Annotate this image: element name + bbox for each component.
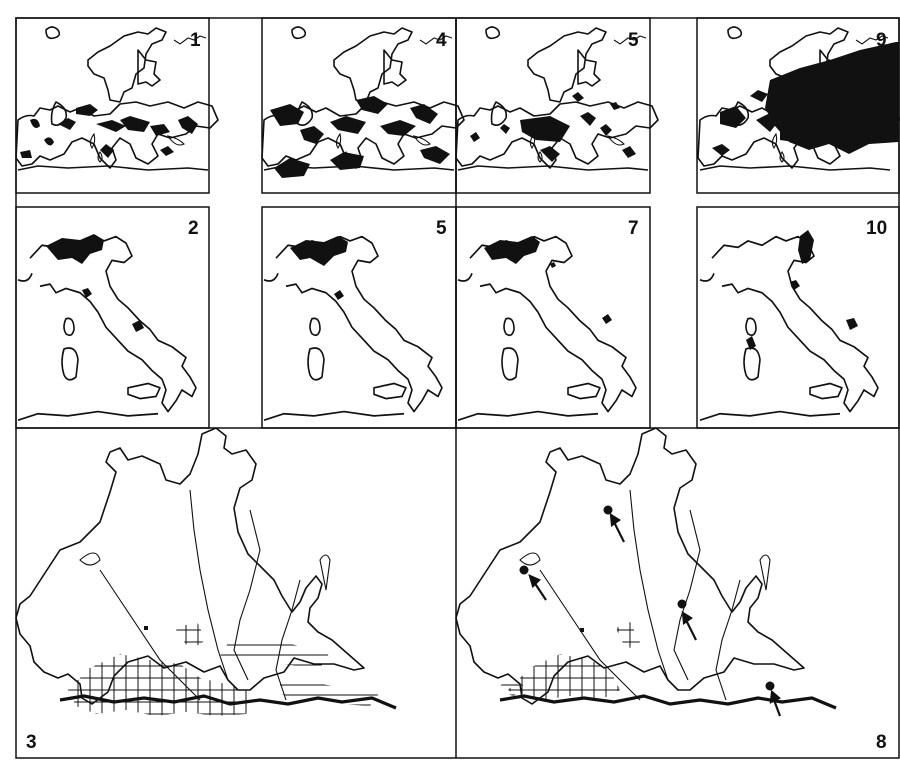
panel-label: 4 (436, 30, 447, 51)
panel-label: 5 (436, 218, 447, 239)
arrow-icon (609, 512, 625, 543)
panel-7-italy-map: 7 (455, 206, 651, 429)
panel-label: 2 (188, 218, 199, 239)
arrow-icon (769, 689, 782, 717)
panel-3-lombardy-map: 3 (14, 426, 398, 753)
panel-8-lombardy-map: 8 (454, 426, 887, 753)
panel-10-italy-map: 10 (696, 206, 900, 429)
panel-label: 8 (876, 732, 887, 753)
panel-1-europe-map: 1 (15, 17, 219, 194)
panel-5-italy-map: 5 (261, 206, 457, 429)
panel-label: 1 (190, 30, 201, 51)
panel-9-europe-map: 9 (696, 17, 900, 194)
panel-label: 5 (628, 30, 639, 51)
arrow-icon (528, 574, 547, 601)
panel-label: 3 (26, 732, 37, 753)
panel-label: 9 (876, 30, 887, 51)
panel-label: 10 (866, 218, 887, 239)
panel-4-europe-map: 4 (261, 17, 465, 194)
arrow-icon (681, 610, 697, 641)
panel-2-italy-map: 2 (15, 206, 210, 429)
panel-label: 7 (628, 218, 639, 239)
panel-6-europe-map: 5 (455, 17, 659, 194)
